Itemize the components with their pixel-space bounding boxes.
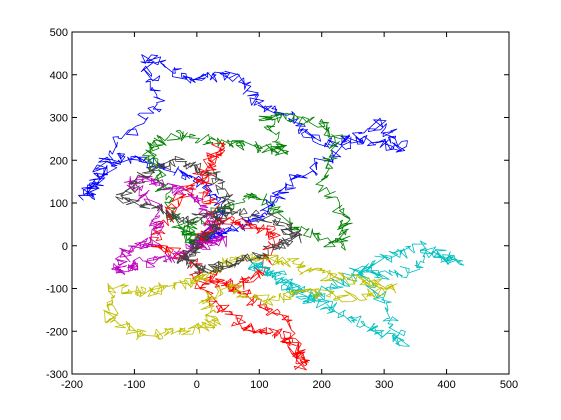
x-tick-label: -200 [61, 379, 83, 391]
x-tick-label: 300 [375, 379, 393, 391]
x-tick-label: -100 [123, 379, 145, 391]
tick-layer: -200 -100 0 100 200 300 400 500-300-200-1000100… [46, 27, 518, 391]
random-walk-series-7 [115, 155, 303, 276]
y-tick-label: 200 [50, 155, 68, 167]
random-walk-series-3 [149, 141, 311, 371]
y-tick-label: 100 [50, 198, 68, 210]
y-tick-label: -300 [46, 369, 68, 381]
y-tick-label: -200 [46, 326, 68, 338]
x-tick-label: 0 [194, 379, 200, 391]
plot-area [72, 32, 509, 374]
random-walk-series-6 [111, 175, 228, 276]
series-layer [78, 54, 465, 371]
y-tick-label: 500 [50, 27, 68, 39]
random-walk-series-5 [103, 253, 398, 341]
y-tick-label: 300 [50, 113, 68, 125]
x-tick-label: 500 [500, 379, 518, 391]
random-walk-series-1 [78, 54, 408, 251]
x-tick-label: 100 [250, 379, 268, 391]
y-tick-label: 0 [62, 241, 68, 253]
y-tick-label: 400 [50, 70, 68, 82]
x-tick-label: 200 [313, 379, 331, 391]
random-walk-series-2 [142, 111, 353, 251]
x-tick-label: 400 [437, 379, 455, 391]
random-walk-series-4 [247, 240, 465, 347]
y-tick-label: -100 [46, 284, 68, 296]
